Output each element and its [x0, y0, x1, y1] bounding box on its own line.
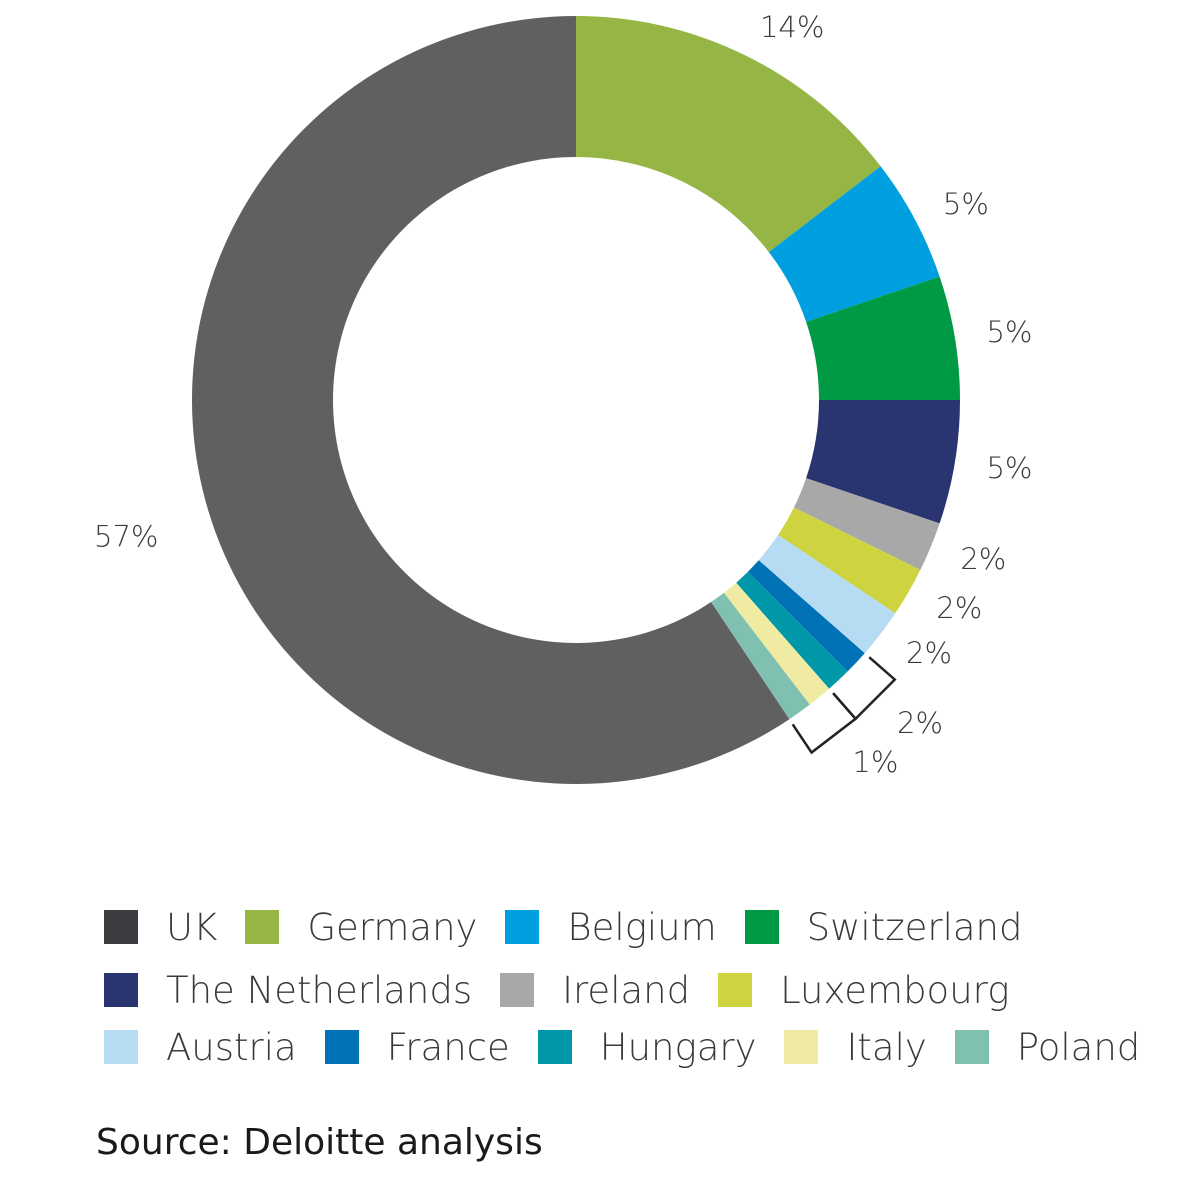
legend-label: Austria: [166, 1025, 297, 1069]
group-bracket-1: [791, 692, 858, 755]
legend-label: Germany: [307, 905, 478, 949]
legend-label: Ireland: [562, 968, 691, 1012]
slice-luxembourg: [778, 507, 921, 614]
legend-item-switzerland: Switzerland: [744, 905, 1023, 949]
slice-hungary: [736, 571, 848, 689]
legend-swatch: [245, 910, 280, 944]
donut-chart: 14% 5% 5% 5% 2% 2% 2% 57% 2% 1%: [94, 10, 1032, 784]
group-value-label-1: 1%: [852, 745, 898, 779]
legend-swatch: [784, 1030, 819, 1064]
legend-item-the-netherlands: The Netherlands: [104, 968, 473, 1012]
legend-swatch: [104, 910, 138, 944]
value-label-switzerland: 5%: [986, 315, 1032, 349]
legend-swatch: [500, 973, 535, 1007]
slice-germany: [576, 16, 881, 253]
legend-label: The Netherlands: [166, 968, 473, 1012]
slice-poland: [711, 592, 810, 720]
legend-item-poland: Poland: [954, 1025, 1141, 1069]
slice-france: [747, 560, 865, 672]
slice-belgium: [768, 166, 940, 322]
slice-ireland: [793, 478, 940, 570]
legend-item-belgium: Belgium: [505, 905, 717, 949]
legend-label: Belgium: [567, 905, 717, 949]
legend-item-italy: Italy: [784, 1025, 927, 1069]
legend-item-austria: Austria: [104, 1025, 297, 1069]
legend-item-germany: Germany: [245, 905, 478, 949]
value-label-austria: 2%: [906, 636, 952, 670]
donut-svg: 14% 5% 5% 5% 2% 2% 2% 57% 2% 1%: [94, 10, 1032, 784]
legend-label: Luxembourg: [780, 968, 1010, 1012]
value-label-luxembourg: 2%: [936, 591, 982, 625]
legend-label: France: [386, 1025, 510, 1069]
slice-uk: [192, 16, 790, 784]
legend-swatch: [505, 910, 540, 944]
legend-swatch: [537, 1030, 572, 1064]
slice-austria: [758, 535, 896, 654]
value-label-the-netherlands: 5%: [986, 451, 1032, 485]
legend-swatch: [324, 1030, 359, 1064]
legend-label: UK: [166, 905, 218, 949]
value-label-ireland: 2%: [960, 542, 1006, 576]
legend-item-luxembourg: Luxembourg: [718, 968, 1010, 1012]
legend-swatch: [104, 1030, 138, 1064]
legend-item-ireland: Ireland: [500, 968, 691, 1012]
legend-swatch: [744, 910, 779, 944]
legend-item-france: France: [324, 1025, 510, 1069]
slice-the-netherlands: [806, 400, 960, 524]
legend-item-uk: UK: [104, 905, 218, 949]
legend-label: Switzerland: [806, 905, 1023, 949]
legend-label: Poland: [1016, 1025, 1141, 1069]
value-label-belgium: 5%: [943, 187, 989, 221]
group-value-label-0: 2%: [897, 706, 943, 740]
slice-switzerland: [806, 276, 960, 400]
slice-italy: [723, 582, 830, 705]
legend-swatch: [104, 973, 138, 1007]
source-note: Source: Deloitte analysis: [96, 1122, 543, 1163]
legend-label: Hungary: [599, 1025, 757, 1069]
value-label-uk: 57%: [94, 519, 158, 553]
legend-item-hungary: Hungary: [537, 1025, 757, 1069]
legend-label: Italy: [846, 1025, 927, 1069]
legend-swatch: [718, 973, 753, 1007]
legend-swatch: [954, 1030, 989, 1064]
value-label-germany: 14%: [760, 10, 824, 44]
